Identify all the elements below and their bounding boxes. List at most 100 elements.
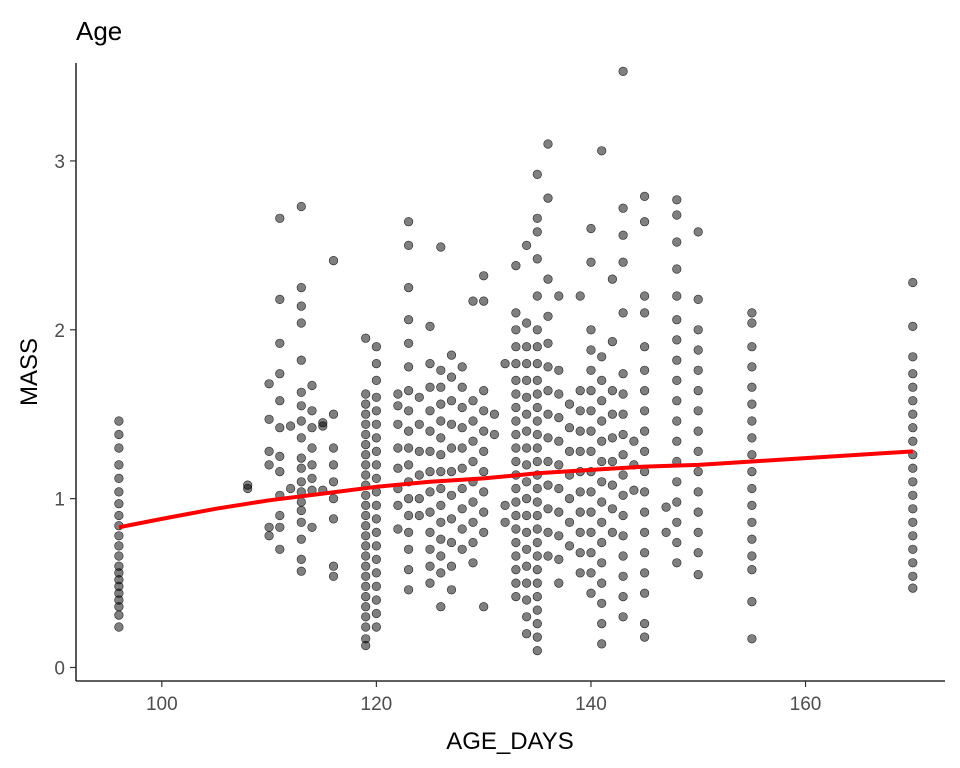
data-point bbox=[425, 561, 435, 571]
data-point bbox=[908, 517, 918, 527]
data-point bbox=[511, 456, 521, 467]
data-point bbox=[532, 342, 542, 352]
data-point bbox=[597, 558, 607, 568]
data-point bbox=[511, 537, 521, 548]
data-point bbox=[672, 237, 682, 247]
x-axis-ticks: 100 120 140 160 bbox=[146, 681, 821, 715]
data-point bbox=[371, 446, 382, 457]
data-point bbox=[371, 375, 382, 386]
data-point bbox=[575, 527, 585, 538]
data-point bbox=[393, 419, 403, 429]
data-point bbox=[114, 541, 124, 551]
data-point bbox=[296, 477, 306, 487]
data-point bbox=[554, 413, 564, 423]
data-point bbox=[908, 396, 918, 406]
data-point bbox=[639, 548, 650, 558]
data-point bbox=[672, 497, 682, 507]
data-point bbox=[607, 433, 618, 443]
data-point bbox=[908, 321, 918, 332]
data-point bbox=[296, 463, 306, 473]
data-point bbox=[597, 352, 607, 362]
data-point bbox=[521, 561, 532, 571]
data-point bbox=[693, 487, 703, 497]
data-point bbox=[639, 217, 650, 227]
data-point bbox=[908, 382, 918, 392]
data-point bbox=[436, 399, 446, 409]
data-point bbox=[404, 217, 414, 227]
data-point bbox=[511, 375, 521, 386]
data-point bbox=[532, 456, 542, 467]
data-point bbox=[521, 544, 532, 554]
data-point bbox=[511, 497, 521, 507]
data-point bbox=[468, 497, 478, 507]
data-point bbox=[532, 537, 542, 548]
data-point bbox=[371, 406, 382, 416]
data-point bbox=[747, 433, 757, 443]
data-point bbox=[328, 409, 339, 419]
data-point bbox=[446, 443, 457, 453]
data-point bbox=[511, 325, 521, 335]
data-point bbox=[414, 419, 424, 429]
data-point bbox=[543, 433, 553, 443]
data-point bbox=[468, 456, 478, 467]
data-point bbox=[693, 426, 703, 436]
data-point bbox=[468, 537, 478, 548]
data-point bbox=[618, 257, 628, 267]
data-point bbox=[361, 409, 371, 419]
data-point bbox=[264, 446, 274, 457]
data-point bbox=[747, 416, 757, 426]
data-point bbox=[307, 473, 317, 484]
data-point bbox=[511, 308, 521, 318]
data-point bbox=[393, 401, 403, 411]
data-point bbox=[511, 402, 521, 413]
data-point bbox=[607, 527, 618, 538]
data-point bbox=[543, 409, 553, 419]
data-point bbox=[446, 490, 457, 500]
data-point bbox=[586, 345, 596, 355]
data-point bbox=[639, 588, 650, 598]
data-point bbox=[361, 490, 371, 500]
y-tick-label: 2 bbox=[54, 321, 65, 342]
data-point bbox=[597, 517, 607, 527]
data-point bbox=[618, 490, 628, 500]
data-point bbox=[639, 406, 650, 416]
data-point bbox=[296, 283, 306, 293]
data-point bbox=[532, 443, 542, 453]
data-point bbox=[908, 352, 918, 362]
data-point bbox=[554, 389, 564, 399]
data-point bbox=[457, 483, 467, 494]
data-point bbox=[489, 429, 500, 440]
data-point bbox=[371, 433, 382, 443]
data-point bbox=[543, 386, 553, 396]
data-point bbox=[436, 500, 446, 511]
data-point bbox=[468, 396, 478, 406]
data-point bbox=[275, 423, 285, 433]
data-point bbox=[747, 551, 757, 561]
data-point bbox=[404, 406, 414, 416]
data-point bbox=[532, 227, 542, 237]
data-point bbox=[404, 564, 414, 575]
x-tick-label: 100 bbox=[146, 694, 178, 715]
data-point bbox=[543, 362, 553, 372]
data-point bbox=[511, 564, 521, 575]
data-point bbox=[275, 451, 285, 462]
data-point bbox=[661, 502, 671, 512]
data-point bbox=[404, 527, 414, 538]
data-point bbox=[575, 548, 585, 558]
data-point bbox=[586, 548, 596, 558]
data-point bbox=[586, 507, 596, 517]
data-point bbox=[446, 372, 457, 382]
data-point bbox=[575, 406, 585, 416]
data-point bbox=[425, 359, 435, 369]
data-point bbox=[575, 507, 585, 517]
data-point bbox=[532, 510, 542, 521]
data-point bbox=[575, 426, 585, 436]
data-point bbox=[521, 409, 532, 419]
data-point bbox=[586, 527, 596, 538]
data-point bbox=[446, 585, 457, 595]
data-point bbox=[672, 375, 682, 386]
data-point bbox=[404, 362, 414, 372]
data-point bbox=[618, 230, 628, 240]
data-point bbox=[511, 591, 521, 602]
data-point bbox=[908, 490, 918, 500]
